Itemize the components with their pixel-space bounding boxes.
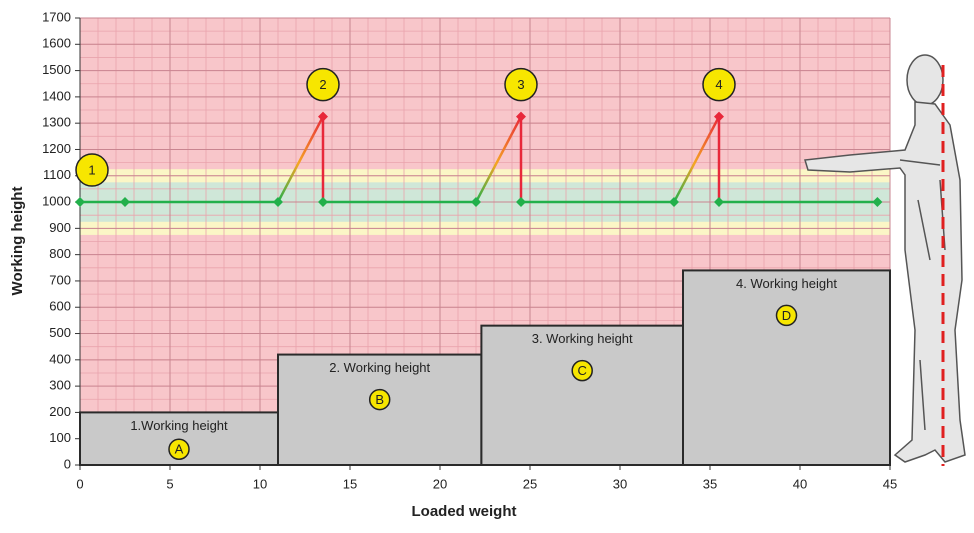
- y-tick-label: 600: [49, 299, 71, 314]
- y-tick-label: 100: [49, 430, 71, 445]
- y-tick-label: 300: [49, 378, 71, 393]
- x-tick-label: 20: [433, 476, 447, 491]
- x-tick-label: 35: [703, 476, 717, 491]
- platform-marker: C: [578, 363, 587, 378]
- y-tick-label: 400: [49, 351, 71, 366]
- x-tick-label: 15: [343, 476, 357, 491]
- y-tick-label: 200: [49, 404, 71, 419]
- x-tick-label: 0: [76, 476, 83, 491]
- x-tick-label: 25: [523, 476, 537, 491]
- platform-marker: A: [175, 442, 184, 457]
- y-tick-label: 0: [64, 456, 71, 471]
- step-callout: 4: [715, 77, 722, 92]
- x-tick-label: 45: [883, 476, 897, 491]
- x-tick-label: 5: [166, 476, 173, 491]
- page: {"chart_data": { "type": "working-height…: [0, 0, 974, 528]
- platform: [481, 326, 683, 465]
- y-tick-label: 1000: [42, 193, 71, 208]
- x-tick-label: 40: [793, 476, 807, 491]
- y-tick-label: 500: [49, 325, 71, 340]
- x-axis-title: Loaded weight: [412, 503, 517, 520]
- y-axis-title: Working height: [9, 187, 26, 296]
- x-tick-label: 30: [613, 476, 627, 491]
- chart: 0 5 10 15 20 25 30 35 40 45 0 100 200 300 400 500 600 700…: [0, 0, 974, 528]
- step-callout: 3: [517, 77, 524, 92]
- y-tick-label: 1500: [42, 62, 71, 77]
- platform-label: 2. Working height: [329, 360, 430, 375]
- y-tick-label: 1600: [42, 36, 71, 51]
- platform-label: 1.Working height: [130, 418, 228, 433]
- y-tick-label: 1700: [42, 9, 71, 24]
- platform-label: 3. Working height: [532, 331, 633, 346]
- y-tick-label: 900: [49, 220, 71, 235]
- step-callout: 2: [319, 77, 326, 92]
- platform-marker: B: [375, 392, 384, 407]
- step-callout: 1: [88, 162, 95, 177]
- y-tick-label: 1400: [42, 88, 71, 103]
- x-tick-label: 10: [253, 476, 267, 491]
- plot-area: 0 5 10 15 20 25 30 35 40 45 0 100 200 300 400 500 600 700…: [42, 9, 897, 491]
- y-tick-label: 1300: [42, 115, 71, 130]
- y-tick-label: 800: [49, 246, 71, 261]
- y-tick-label: 700: [49, 272, 71, 287]
- y-tick-label: 1200: [42, 141, 71, 156]
- y-tick-label: 1100: [43, 167, 71, 182]
- platform: [683, 270, 890, 465]
- platform-marker: D: [782, 308, 791, 323]
- platform-label: 4. Working height: [736, 276, 837, 291]
